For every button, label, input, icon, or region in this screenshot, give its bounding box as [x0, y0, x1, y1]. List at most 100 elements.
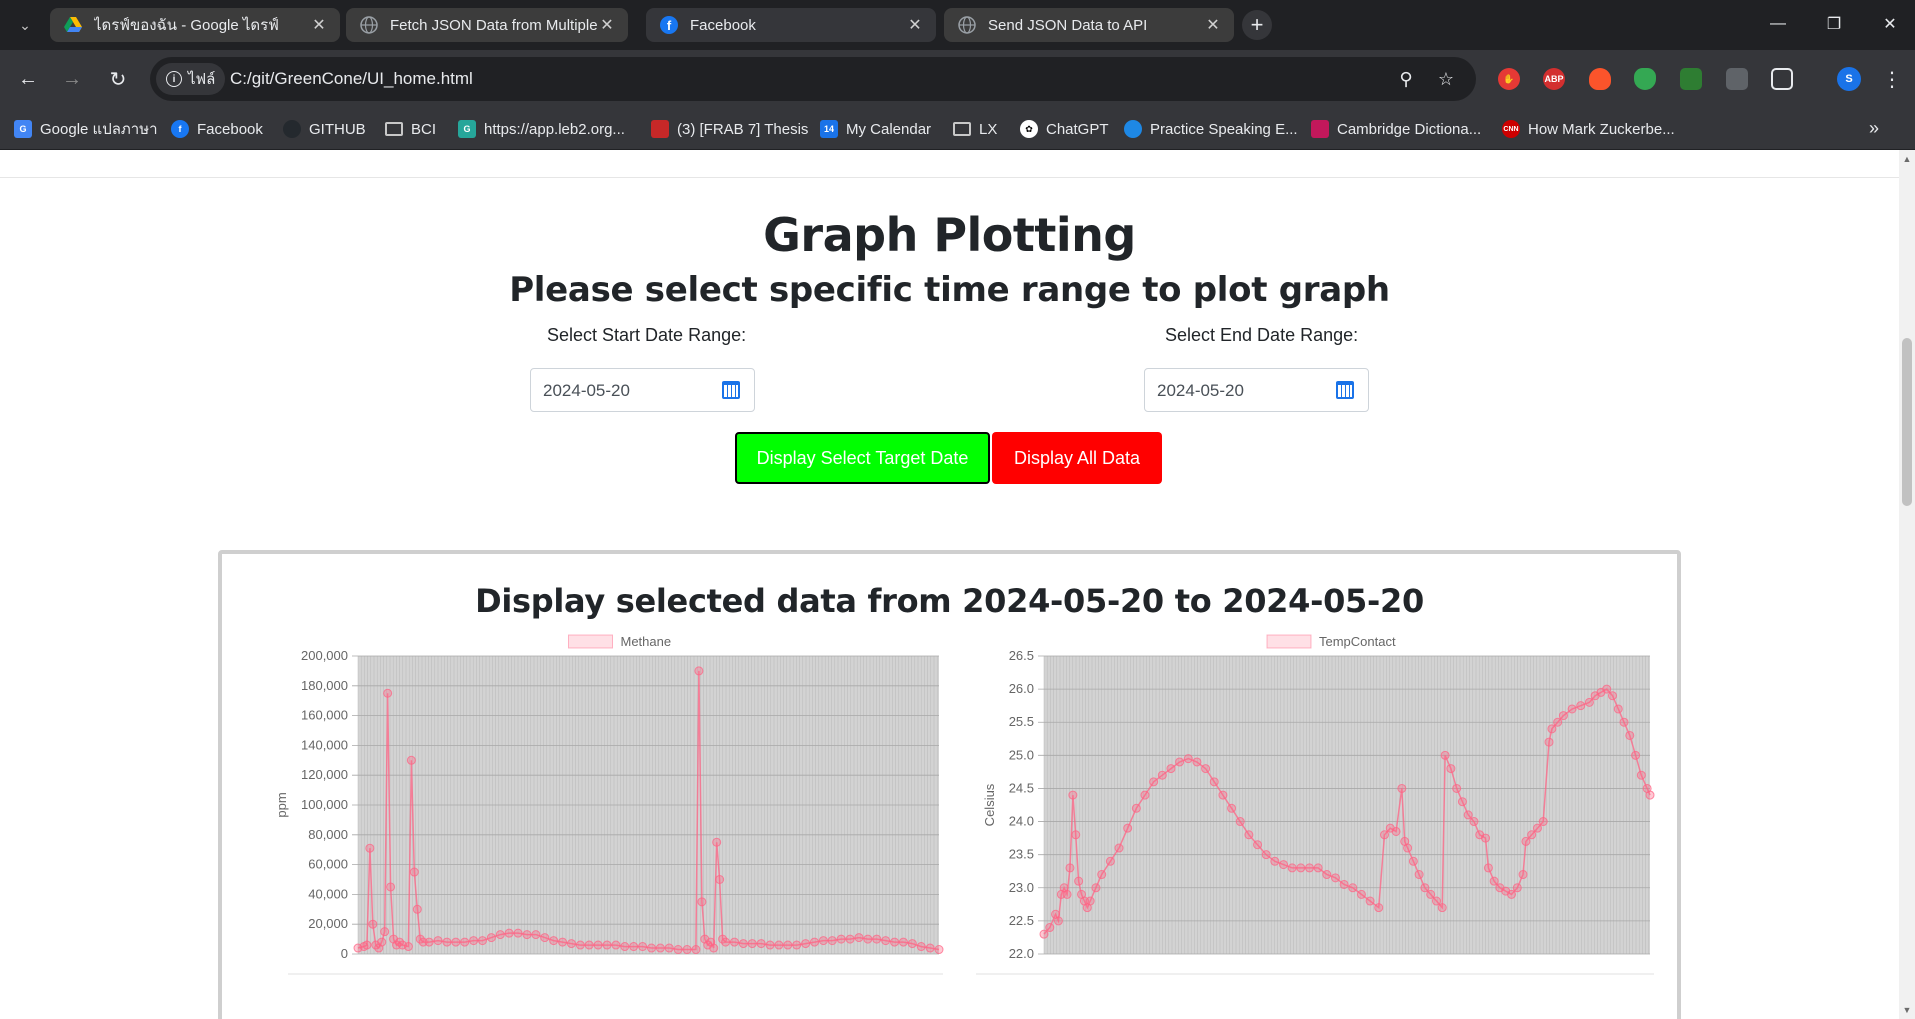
data-point — [558, 937, 568, 947]
bookmark-lx[interactable]: LX — [953, 118, 997, 140]
data-point — [682, 945, 692, 955]
bookmark-bci[interactable]: BCI — [385, 118, 436, 140]
android-icon[interactable] — [1680, 68, 1702, 90]
start-date-input[interactable]: 2024-05-20 — [530, 368, 755, 412]
data-point — [1149, 777, 1159, 787]
bookmark-google-translate[interactable]: G Google แปลภาษา — [14, 118, 158, 140]
new-tab-button[interactable]: + — [1242, 10, 1272, 40]
forward-arrow-icon[interactable]: → — [62, 67, 82, 90]
calendar-icon[interactable] — [1336, 381, 1354, 399]
data-point — [433, 936, 443, 946]
bookmark-cambridge[interactable]: Cambridge Dictiona... — [1311, 118, 1481, 140]
page-viewport: Graph Plotting Please select specific ti… — [0, 150, 1899, 1019]
calendar-icon[interactable] — [722, 381, 740, 399]
shield-icon[interactable] — [1634, 68, 1656, 90]
tab-search-chevron-icon[interactable]: ⌄ — [19, 16, 31, 33]
bookmark-cnn[interactable]: CNN How Mark Zuckerbe... — [1502, 118, 1675, 140]
globe-icon — [958, 16, 976, 34]
more-menu-icon[interactable]: ⋮ — [1882, 68, 1902, 91]
url-text[interactable]: C:/git/GreenCone/UI_home.html — [230, 69, 473, 88]
vertical-scrollbar[interactable]: ▲ ▼ — [1899, 150, 1915, 1019]
scrollbar-thumb[interactable] — [1902, 338, 1912, 506]
data-point — [486, 933, 496, 943]
data-point — [1446, 764, 1456, 774]
end-date-label: Select End Date Range: — [1165, 325, 1359, 345]
y-tick-label: 60,000 — [308, 857, 348, 872]
bookmark-label: ChatGPT — [1046, 120, 1109, 138]
data-point — [1227, 803, 1237, 813]
data-point — [495, 930, 505, 940]
address-bar[interactable]: i ไฟล์ C:/git/GreenCone/UI_home.html ⚲ ☆ — [150, 57, 1476, 101]
close-icon[interactable]: ✕ — [600, 17, 614, 34]
scroll-down-arrow-icon[interactable]: ▼ — [1902, 1005, 1912, 1015]
close-icon[interactable]: ✕ — [312, 17, 326, 34]
bookmark-my-calendar[interactable]: 14 My Calendar — [820, 118, 931, 140]
y-tick-label: 200,000 — [301, 648, 348, 663]
data-point — [412, 904, 422, 914]
brave-lion-icon[interactable] — [1589, 68, 1611, 90]
close-icon[interactable]: ✕ — [1206, 17, 1220, 34]
scroll-up-arrow-icon[interactable]: ▲ — [1902, 154, 1912, 164]
data-point — [1391, 826, 1401, 836]
data-point — [1619, 717, 1629, 727]
tab-google-drive[interactable]: ไดรฟ์ของฉัน - Google ไดรฟ์ ✕ — [50, 8, 340, 42]
bookmark-label: GITHUB — [309, 120, 366, 138]
zoom-icon[interactable]: ⚲ — [1399, 68, 1413, 89]
data-point — [365, 843, 375, 853]
adblock-hand-icon[interactable]: ✋ — [1498, 68, 1520, 90]
data-point — [1074, 876, 1084, 886]
end-date-value[interactable]: 2024-05-20 — [1157, 381, 1244, 400]
restore-icon[interactable]: ❐ — [1826, 16, 1842, 33]
legend-label: TempContact — [1319, 634, 1396, 649]
data-point — [1576, 701, 1586, 711]
bookmark-github[interactable]: GITHUB — [283, 118, 366, 140]
bookmark-practice-speaking[interactable]: Practice Speaking E... — [1124, 118, 1298, 140]
close-icon[interactable]: ✕ — [908, 17, 922, 34]
calendar-icon: 14 — [820, 120, 838, 138]
star-bookmark-icon[interactable]: ☆ — [1437, 68, 1455, 89]
y-tick-label: 25.0 — [1009, 747, 1034, 762]
display-select-target-date-button[interactable]: Display Select Target Date — [735, 432, 990, 484]
close-window-icon[interactable]: ✕ — [1883, 16, 1897, 33]
bookmark-chatgpt[interactable]: ✿ ChatGPT — [1020, 118, 1109, 140]
data-point — [1296, 863, 1306, 873]
google-translate-icon: G — [14, 120, 32, 138]
bookmark-leb2[interactable]: G https://app.leb2.org... — [458, 118, 625, 140]
data-point — [386, 882, 396, 892]
bookmark-label: How Mark Zuckerbe... — [1528, 120, 1675, 138]
data-point — [1131, 803, 1141, 813]
bookmark-thesis[interactable]: (3) [FRAB 7] Thesis — [651, 118, 808, 140]
minimize-icon[interactable]: — — [1770, 15, 1786, 32]
reload-icon[interactable]: ↻ — [109, 68, 127, 91]
adblock-plus-icon[interactable]: ABP — [1543, 68, 1565, 90]
start-date-value[interactable]: 2024-05-20 — [543, 381, 630, 400]
data-point — [1201, 764, 1211, 774]
tab-send-json[interactable]: Send JSON Data to API ✕ — [944, 8, 1234, 42]
tab-facebook[interactable]: f Facebook ✕ — [646, 8, 936, 42]
data-point — [691, 945, 701, 955]
data-point — [504, 928, 514, 938]
data-point — [1452, 783, 1462, 793]
data-point — [1045, 923, 1055, 933]
data-point — [1538, 817, 1548, 827]
data-point — [1348, 883, 1358, 893]
data-point — [549, 936, 559, 946]
extension-box-icon[interactable] — [1726, 68, 1748, 90]
back-arrow-icon[interactable]: ← — [18, 67, 38, 90]
data-point — [801, 939, 811, 949]
tab-fetch-json[interactable]: Fetch JSON Data from Multiple ✕ — [346, 8, 628, 42]
data-point — [747, 939, 757, 949]
profile-avatar[interactable]: S — [1837, 67, 1861, 91]
data-point — [1521, 836, 1531, 846]
data-point — [1518, 870, 1528, 880]
bookmark-facebook[interactable]: f Facebook — [171, 118, 263, 140]
chevron-double-right-icon[interactable]: » — [1868, 118, 1879, 138]
data-point — [1218, 790, 1228, 800]
puzzle-extensions-icon[interactable] — [1771, 68, 1793, 90]
chart-card-title: Display selected data from 2024-05-20 to… — [475, 582, 1424, 620]
end-date-input[interactable]: 2024-05-20 — [1144, 368, 1369, 412]
bookmark-label: Google แปลภาษา — [40, 121, 158, 138]
data-point — [1431, 896, 1441, 906]
display-all-data-button[interactable]: Display All Data — [992, 432, 1162, 484]
site-info-chip[interactable]: i ไฟล์ — [156, 63, 226, 95]
